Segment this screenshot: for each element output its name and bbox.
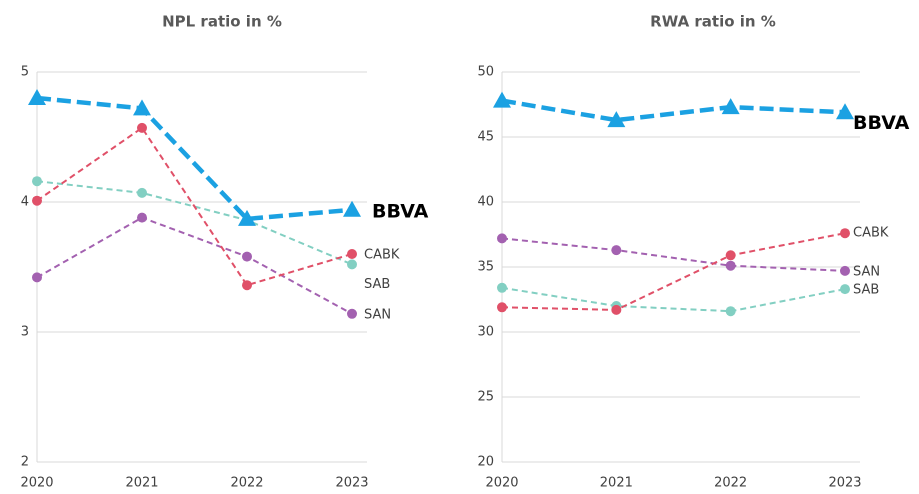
series-line (501, 286, 846, 313)
y-tick-label: 3 (21, 325, 29, 340)
series-label: SAN (364, 307, 391, 322)
y-tick-label: 20 (477, 455, 494, 470)
marker (32, 195, 42, 206)
y-tick-label: 30 (477, 325, 494, 340)
series-line (501, 98, 846, 123)
marker (32, 272, 42, 283)
marker (497, 302, 507, 313)
marker (493, 91, 511, 108)
x-tick-label: 2023 (335, 476, 368, 491)
series-label: CABK (364, 248, 400, 263)
chart-title: NPL ratio in % (162, 13, 282, 31)
marker (725, 250, 736, 261)
series-line (501, 237, 846, 272)
marker (721, 98, 740, 115)
series-label: SAB (853, 283, 879, 298)
x-tick-label: 2020 (485, 476, 518, 491)
marker (725, 306, 736, 317)
marker (32, 176, 42, 187)
marker (497, 233, 507, 244)
series-line (36, 126, 353, 287)
chart-title: RWA ratio in % (650, 13, 776, 31)
y-tick-label: 25 (477, 390, 494, 405)
series-label: SAN (853, 264, 880, 279)
marker (137, 187, 147, 198)
marker (238, 209, 256, 226)
series-line (36, 95, 353, 222)
x-tick-label: 2020 (20, 476, 53, 491)
series-label: BBVA (853, 112, 910, 134)
series-label: BBVA (372, 200, 429, 222)
y-tick-label: 5 (21, 65, 29, 80)
marker (840, 284, 850, 295)
marker (242, 251, 252, 262)
y-tick-label: 2 (21, 455, 29, 470)
marker (611, 245, 622, 256)
x-tick-label: 2023 (828, 476, 861, 491)
series-line (36, 216, 353, 315)
marker (836, 103, 854, 120)
marker (347, 249, 357, 259)
series-label: CABK (853, 226, 889, 241)
marker (497, 282, 507, 293)
marker (725, 260, 736, 271)
series-line (36, 180, 353, 266)
marker (347, 259, 357, 270)
y-tick-label: 35 (477, 260, 494, 275)
y-tick-label: 40 (477, 195, 494, 210)
y-tick-label: 45 (477, 130, 494, 145)
marker (137, 122, 147, 133)
marker (133, 99, 151, 116)
marker (840, 228, 850, 239)
series-label: SAB (364, 277, 390, 292)
y-tick-label: 4 (21, 195, 29, 210)
marker (347, 308, 357, 319)
x-tick-label: 2022 (230, 476, 263, 491)
marker (28, 89, 46, 105)
marker (137, 212, 147, 223)
x-tick-label: 2021 (125, 476, 158, 491)
x-tick-label: 2021 (600, 476, 633, 491)
x-tick-label: 2022 (714, 476, 747, 491)
marker (242, 280, 252, 291)
marker (611, 304, 622, 315)
marker (607, 111, 626, 128)
marker (840, 265, 850, 276)
marker (343, 200, 361, 217)
y-tick-label: 50 (477, 65, 494, 80)
